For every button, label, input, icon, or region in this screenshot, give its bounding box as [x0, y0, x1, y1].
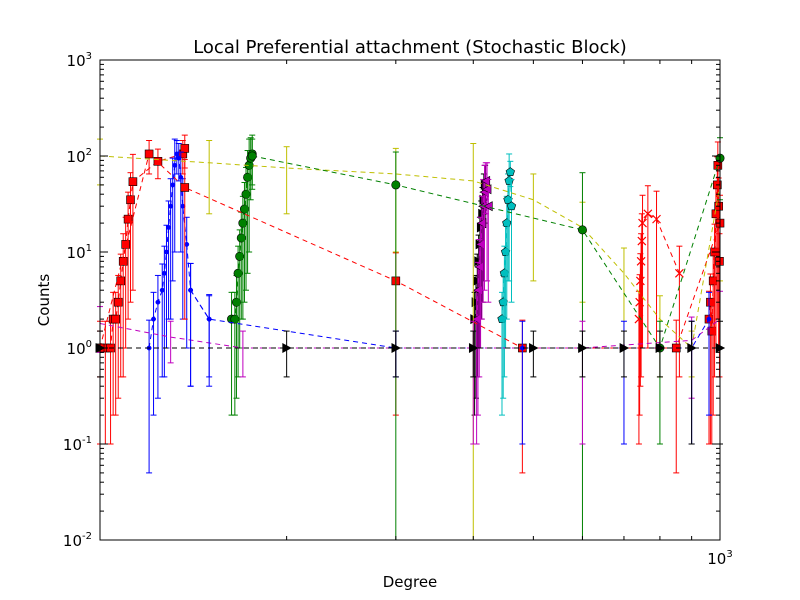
data-point [166, 225, 170, 229]
x-axis-label: Degree [383, 573, 438, 591]
data-point [160, 288, 164, 292]
data-point [151, 317, 155, 321]
y-axis-label: Counts [35, 274, 53, 327]
data-point [154, 157, 162, 165]
chart-title: Local Preferential attachment (Stochasti… [193, 37, 627, 58]
data-point [392, 181, 400, 189]
data-point [207, 317, 211, 321]
data-point [156, 300, 160, 304]
data-point [578, 226, 586, 234]
data-point [181, 144, 189, 152]
plot-area [100, 60, 720, 540]
data-point [188, 288, 192, 292]
data-point [168, 204, 172, 208]
data-point [171, 183, 175, 187]
data-point [162, 271, 166, 275]
data-point [129, 178, 137, 186]
data-point [145, 150, 153, 158]
data-point [181, 183, 189, 191]
data-point [248, 152, 256, 160]
data-point [707, 317, 711, 321]
data-point [164, 250, 168, 254]
